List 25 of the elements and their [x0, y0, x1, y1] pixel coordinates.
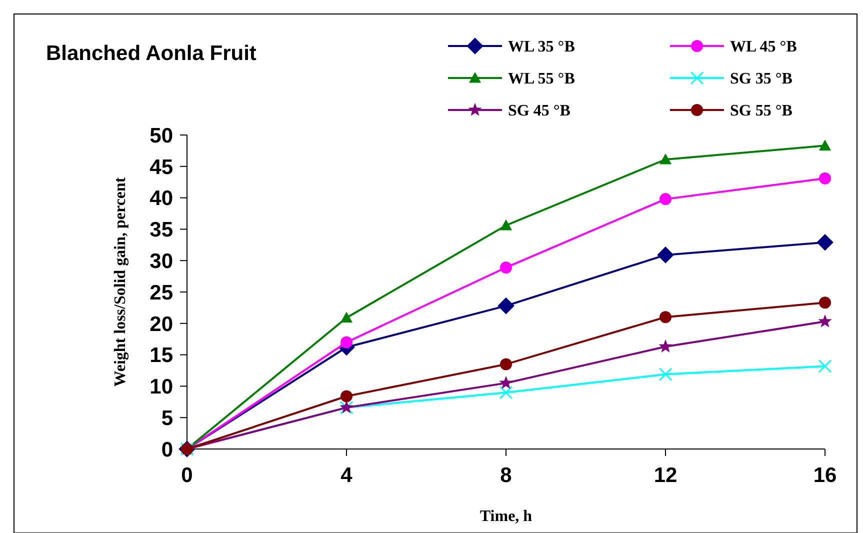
legend-label: SG 45 °B — [508, 102, 571, 120]
legend-label: WL 55 °B — [508, 70, 576, 88]
y-tick-label: 45 — [150, 156, 174, 179]
x-tick-label: 0 — [181, 464, 193, 487]
y-axis-title: Weight loss/Solid gain, percent — [112, 176, 129, 387]
x-axis-title: Time, h — [480, 508, 532, 525]
x-tick-label: 8 — [500, 464, 512, 487]
x-tick-label: 4 — [340, 464, 353, 487]
legend-label: SG 55 °B — [730, 102, 793, 120]
y-tick-label: 20 — [150, 312, 173, 336]
y-tick-label: 50 — [150, 124, 173, 148]
legend-label: WL 35 °B — [508, 38, 576, 56]
y-tick-label: 10 — [150, 376, 173, 399]
y-tick-label: 25 — [150, 281, 174, 304]
x-tick-label: 16 — [813, 464, 837, 487]
y-tick-label: 30 — [150, 250, 173, 273]
chart-title: Blanched Aonla Fruit — [46, 42, 256, 65]
y-tick-label: 5 — [161, 406, 174, 430]
y-tick-label: 40 — [150, 187, 173, 210]
x-tick-label: 12 — [654, 464, 678, 487]
y-tick-label: 0 — [161, 438, 173, 462]
legend-label: SG 35 °B — [730, 70, 793, 88]
y-tick-label: 35 — [150, 218, 174, 242]
legend-label: WL 45 °B — [730, 38, 798, 56]
y-tick-label: 15 — [150, 344, 174, 368]
